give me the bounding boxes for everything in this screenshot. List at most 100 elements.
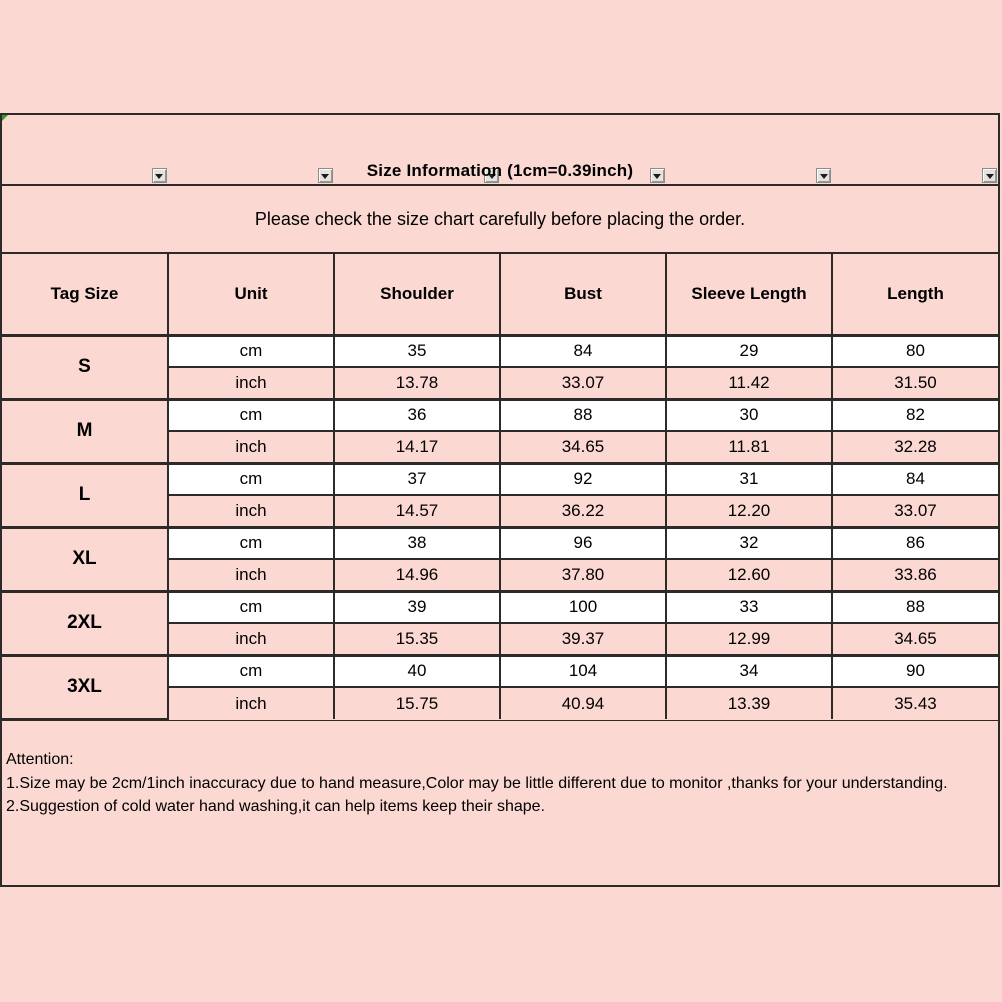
attention-line: 2.Suggestion of cold water hand washing,…: [6, 798, 545, 815]
table-row: inch 15.75 40.94 13.39 35.43: [2, 686, 998, 719]
header-row: Tag Size Unit Shoulder Bust Sleeve Length Len…: [2, 254, 998, 336]
measurement-cell: 31: [665, 461, 833, 496]
unit-cell: cm: [167, 525, 335, 560]
unit-cell: inch: [168, 622, 335, 656]
unit-cell: cm: [167, 461, 335, 496]
tag-size-cell: 2XL: [2, 589, 169, 656]
notice-row: Please check the size chart carefully be…: [2, 186, 998, 254]
attention-section: Attention: 1.Size may be 2cm/1inch inacc…: [2, 720, 998, 885]
table-row: inch 13.78 33.07 11.42 31.50: [2, 366, 998, 400]
table-row: 2XL cm 39 100 33 88: [2, 589, 998, 656]
measurement-cell: 11.81: [665, 430, 833, 464]
measurement-cell: 33.07: [831, 494, 998, 528]
filter-dropdown-button-tag-size[interactable]: [151, 168, 167, 183]
measurement-cell: 36.22: [499, 494, 667, 528]
measurement-cell: 40: [333, 653, 501, 688]
tag-size-cell: M: [2, 397, 169, 464]
unit-cell: inch: [168, 558, 335, 592]
filter-dropdown-button-bust[interactable]: [649, 168, 665, 183]
tag-size-cell: L: [2, 461, 169, 528]
unit-cell: cm: [167, 397, 335, 432]
measurement-cell: 86: [831, 525, 998, 560]
measurement-cell: 32.28: [831, 430, 998, 464]
page-title: Size Information (1cm=0.39inch): [366, 161, 634, 180]
measurement-cell: 32: [665, 525, 833, 560]
measurement-cell: 100: [499, 589, 667, 624]
measurement-cell: 12.20: [665, 494, 833, 528]
measurement-cell: 14.17: [333, 430, 501, 464]
table-row: inch 14.57 36.22 12.20 33.07: [2, 494, 998, 528]
measurement-cell: 92: [499, 461, 667, 496]
table-row: inch 14.17 34.65 11.81 32.28: [2, 430, 998, 464]
measurement-cell: 35.43: [831, 686, 998, 719]
notice-text: Please check the size chart carefully be…: [254, 208, 746, 229]
filter-arrow-icon: [487, 173, 496, 179]
column-header: Bust: [499, 254, 667, 336]
measurement-cell: 34: [665, 653, 833, 688]
unit-cell: cm: [167, 653, 335, 688]
measurement-cell: 30: [665, 397, 833, 432]
filter-arrow-icon: [155, 173, 164, 179]
size-chart-table: Tag Size Unit Shoulder Bust Sleeve Length Len…: [2, 254, 998, 720]
unit-cell: inch: [168, 686, 335, 719]
measurement-cell: 90: [831, 653, 998, 688]
tag-size-cell: S: [2, 333, 169, 400]
measurement-cell: 29: [665, 333, 833, 368]
measurement-cell: 34.65: [499, 430, 667, 464]
measurement-cell: 11.42: [665, 366, 833, 400]
green-triangle-marker: [2, 115, 8, 121]
filter-arrow-icon: [321, 173, 330, 179]
filter-arrow-icon: [819, 173, 828, 179]
filter-dropdown-button-unit[interactable]: [317, 168, 333, 183]
attention-heading: Attention:: [6, 751, 74, 768]
measurement-cell: 15.35: [333, 622, 501, 656]
measurement-cell: 12.60: [665, 558, 833, 592]
attention-line: 1.Size may be 2cm/1inch inaccuracy due t…: [6, 774, 948, 792]
measurement-cell: 14.57: [333, 494, 501, 528]
measurement-cell: 15.75: [333, 686, 501, 719]
measurement-cell: 37.80: [499, 558, 667, 592]
filter-dropdown-button-sleeve-length[interactable]: [816, 168, 831, 183]
measurement-cell: 82: [831, 397, 998, 432]
table-row: 3XL cm 40 104 34 90: [2, 653, 998, 720]
unit-cell: cm: [167, 333, 335, 368]
measurement-cell: 80: [831, 333, 998, 368]
measurement-cell: 84: [831, 461, 998, 496]
filter-dropdown-button-length[interactable]: [982, 168, 997, 183]
table-row: XL cm 38 96 32 86: [2, 525, 998, 592]
column-header: Sleeve Length: [665, 254, 833, 336]
table-row: inch 15.35 39.37 12.99 34.65: [2, 622, 998, 656]
unit-cell: inch: [168, 430, 335, 464]
column-header: Shoulder: [333, 254, 501, 336]
unit-cell: inch: [168, 366, 335, 400]
table-header: Tag Size Unit Shoulder Bust Sleeve Length Len…: [2, 254, 998, 336]
column-header: Length: [831, 254, 998, 336]
tag-size-cell: XL: [2, 525, 169, 592]
measurement-cell: 14.96: [333, 558, 501, 592]
measurement-cell: 88: [499, 397, 667, 432]
measurement-cell: 38: [333, 525, 501, 560]
measurement-cell: 35: [333, 333, 501, 368]
measurement-cell: 13.78: [333, 366, 501, 400]
measurement-cell: 39.37: [499, 622, 667, 656]
measurement-cell: 88: [831, 589, 998, 624]
measurement-cell: 34.65: [831, 622, 998, 656]
unit-cell: inch: [168, 494, 335, 528]
filter-arrow-icon: [985, 173, 994, 179]
measurement-cell: 104: [499, 653, 667, 688]
measurement-cell: 39: [333, 589, 501, 624]
measurement-cell: 33.07: [499, 366, 667, 400]
filter-arrow-icon: [653, 173, 662, 179]
spreadsheet-panel: Size Information (1cm=0.39inch) Please c…: [0, 113, 1000, 887]
filter-dropdown-button-shoulder[interactable]: [484, 168, 499, 183]
measurement-cell: 33.86: [831, 558, 998, 592]
table-row: inch 14.96 37.80 12.60 33.86: [2, 558, 998, 592]
measurement-cell: 36: [333, 397, 501, 432]
measurement-cell: 37: [333, 461, 501, 496]
column-header: Tag Size: [2, 254, 169, 336]
unit-cell: cm: [167, 589, 335, 624]
